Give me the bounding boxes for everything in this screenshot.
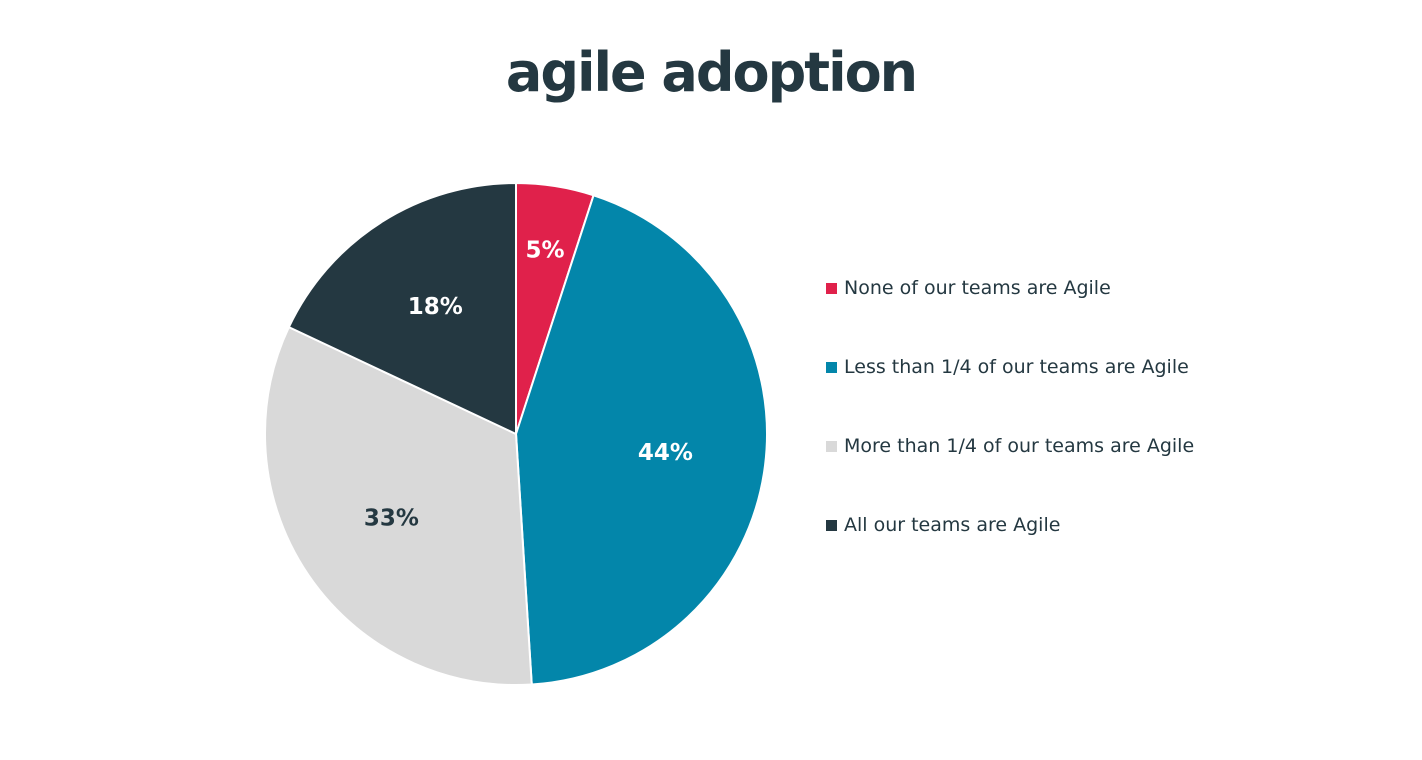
legend-label: More than 1/4 of our teams are Agile xyxy=(844,435,1195,457)
chart-legend: None of our teams are Agile Less than 1/4… xyxy=(826,272,1194,588)
legend-label: All our teams are Agile xyxy=(844,514,1061,536)
legend-item-more-than-quarter: More than 1/4 of our teams are Agile xyxy=(826,430,1194,462)
legend-swatch xyxy=(826,440,837,452)
pie-label-all-agile: 18% xyxy=(408,294,463,320)
pie-label-less-than-quarter: 44% xyxy=(638,440,693,466)
pie-label-none-agile: 5% xyxy=(526,238,565,264)
legend-item-none-agile: None of our teams are Agile xyxy=(826,272,1194,304)
pie-slice-all-agile xyxy=(287,181,517,436)
pie-slice-less-than-quarter xyxy=(514,194,768,686)
legend-swatch xyxy=(826,519,837,531)
legend-item-less-than-quarter: Less than 1/4 of our teams are Agile xyxy=(826,351,1194,383)
legend-swatch xyxy=(826,282,837,294)
chart-title: agile adoption xyxy=(505,41,918,104)
legend-item-all-agile: All our teams are Agile xyxy=(826,509,1194,541)
legend-swatch xyxy=(826,361,837,373)
pie-slice-more-than-quarter xyxy=(264,325,533,686)
legend-label: None of our teams are Agile xyxy=(844,277,1111,299)
legend-label: Less than 1/4 of our teams are Agile xyxy=(844,356,1189,378)
pie-label-more-than-quarter: 33% xyxy=(364,506,419,532)
